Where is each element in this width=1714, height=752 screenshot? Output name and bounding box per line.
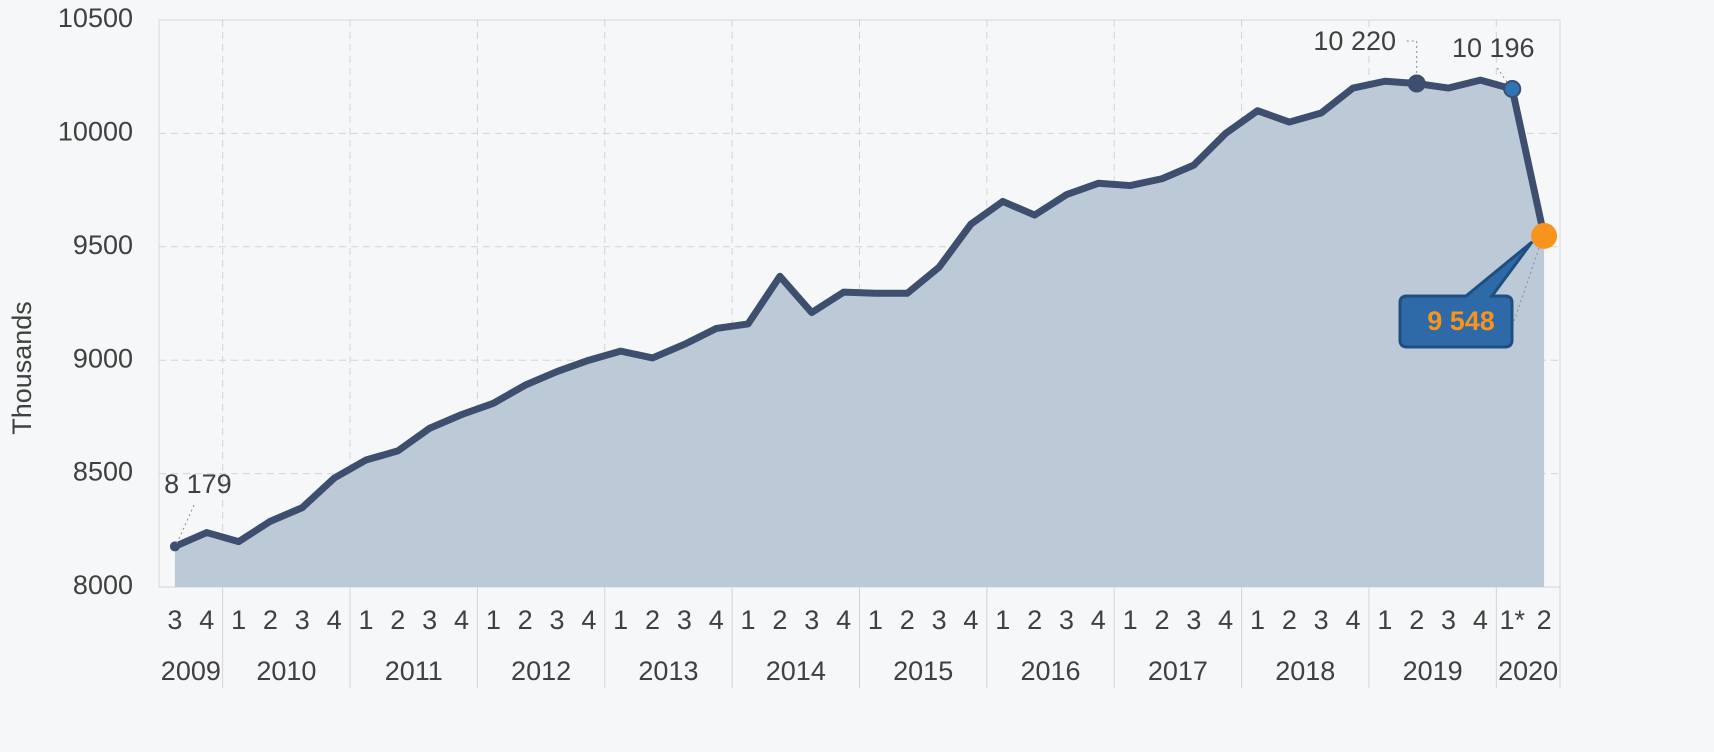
leader-line bbox=[176, 502, 196, 544]
x-group-label: 2019 bbox=[1403, 656, 1463, 686]
x-tick-label: 2 bbox=[263, 605, 278, 635]
x-tick-label: 1 bbox=[358, 605, 373, 635]
x-tick-label: 2 bbox=[900, 605, 915, 635]
x-group-label: 2013 bbox=[638, 656, 698, 686]
x-group-label: 2020 bbox=[1498, 656, 1558, 686]
x-tick-label: 2 bbox=[772, 605, 787, 635]
x-tick-label: 4 bbox=[709, 605, 724, 635]
x-tick-label: 1 bbox=[1123, 605, 1138, 635]
x-tick-label: 4 bbox=[1473, 605, 1488, 635]
x-tick-label: 4 bbox=[581, 605, 596, 635]
x-group-label: 2017 bbox=[1148, 656, 1208, 686]
x-tick-label: 1 bbox=[486, 605, 501, 635]
x-group-label: 2010 bbox=[256, 656, 316, 686]
x-tick-label: 1 bbox=[995, 605, 1010, 635]
x-tick-label: 3 bbox=[1186, 605, 1201, 635]
x-tick-label: 3 bbox=[804, 605, 819, 635]
x-group-label: 2014 bbox=[766, 656, 826, 686]
x-tick-label: 3 bbox=[167, 605, 182, 635]
x-tick-label: 3 bbox=[677, 605, 692, 635]
area bbox=[174, 80, 1545, 588]
x-tick-label: 2 bbox=[390, 605, 405, 635]
x-group-label: 2012 bbox=[511, 656, 571, 686]
y-tick-label: 8000 bbox=[73, 570, 133, 600]
x-group-label: 2011 bbox=[385, 656, 443, 686]
x-tick-label: 2 bbox=[518, 605, 533, 635]
x-tick-label: 2 bbox=[1154, 605, 1169, 635]
x-tick-label: 1 bbox=[231, 605, 246, 635]
value-label: 10 220 bbox=[1313, 26, 1396, 56]
leader-line bbox=[1406, 40, 1418, 75]
callout bbox=[1398, 240, 1534, 349]
point-marker bbox=[169, 541, 180, 552]
point-marker bbox=[1531, 222, 1558, 249]
y-tick-label: 9000 bbox=[73, 343, 133, 373]
value-label: 10 196 bbox=[1452, 33, 1535, 63]
y-tick-label: 9500 bbox=[73, 230, 133, 260]
x-group-label: 2009 bbox=[161, 656, 221, 686]
value-label: 9 548 bbox=[1427, 306, 1495, 336]
x-tick-label: 3 bbox=[1314, 605, 1329, 635]
point-marker bbox=[1503, 79, 1522, 98]
x-tick-label: 2 bbox=[1537, 605, 1552, 635]
y-tick-label: 8500 bbox=[73, 457, 133, 487]
y-tick-label: 10500 bbox=[58, 3, 133, 33]
x-tick-label: 3 bbox=[1441, 605, 1456, 635]
x-tick-label: 1 bbox=[1377, 605, 1392, 635]
x-tick-label: 4 bbox=[1091, 605, 1106, 635]
x-tick-label: 4 bbox=[1218, 605, 1233, 635]
x-tick-label: 3 bbox=[295, 605, 310, 635]
x-group-label: 2015 bbox=[893, 656, 953, 686]
point-marker bbox=[1407, 74, 1426, 93]
x-tick-label: 4 bbox=[199, 605, 214, 635]
x-tick-label: 4 bbox=[1346, 605, 1361, 635]
x-tick-label: 4 bbox=[836, 605, 851, 635]
x-tick-label: 4 bbox=[327, 605, 342, 635]
x-tick-label: 1 bbox=[1250, 605, 1265, 635]
x-group-label: 2018 bbox=[1275, 656, 1335, 686]
x-tick-label: 4 bbox=[963, 605, 978, 635]
x-tick-label: 2 bbox=[1027, 605, 1042, 635]
y-tick-label: 10000 bbox=[58, 117, 133, 147]
x-tick-label: 3 bbox=[422, 605, 437, 635]
leader-line bbox=[1496, 67, 1509, 85]
x-tick-label: 1 bbox=[741, 605, 756, 635]
x-tick-label: 3 bbox=[932, 605, 947, 635]
x-tick-label: 1* bbox=[1499, 605, 1525, 635]
x-tick-label: 1 bbox=[613, 605, 628, 635]
value-label: 8 179 bbox=[164, 469, 232, 499]
x-tick-label: 3 bbox=[1059, 605, 1074, 635]
x-tick-label: 1 bbox=[868, 605, 883, 635]
line bbox=[171, 76, 1548, 550]
x-tick-label: 2 bbox=[645, 605, 660, 635]
y-axis-label: Thousands bbox=[7, 301, 37, 435]
x-tick-label: 2 bbox=[1409, 605, 1424, 635]
x-group-label: 2016 bbox=[1021, 656, 1081, 686]
x-tick-label: 4 bbox=[454, 605, 469, 635]
x-tick-label: 2 bbox=[1282, 605, 1297, 635]
x-tick-label: 3 bbox=[549, 605, 564, 635]
